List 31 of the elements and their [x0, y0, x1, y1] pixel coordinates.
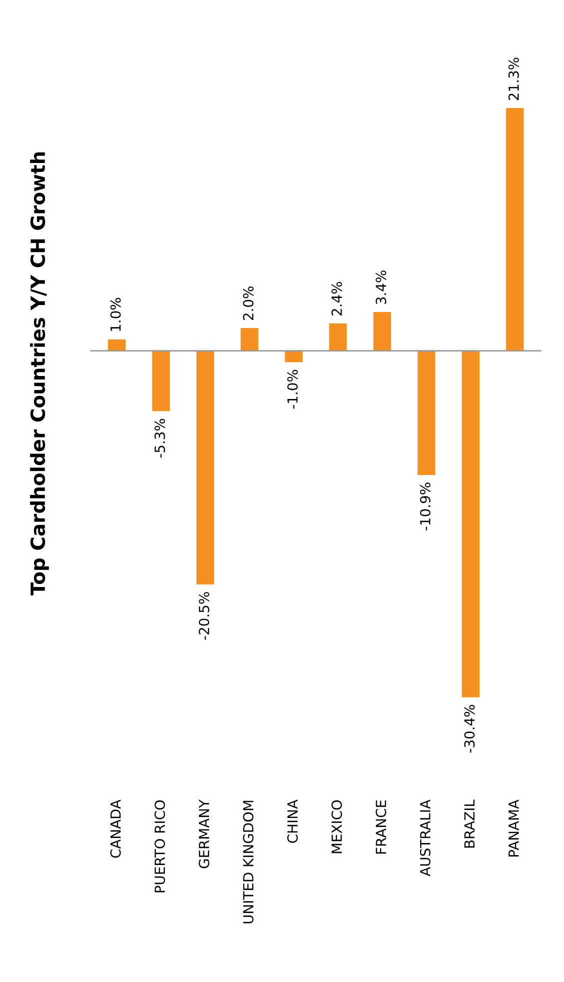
data-label: 1.0% [110, 298, 121, 331]
bar [418, 350, 436, 475]
data-label: -20.5% [198, 592, 210, 640]
x-tick-label: PUERTO RICO [154, 800, 166, 892]
x-tick-label: FRANCE [376, 800, 386, 854]
data-label: -10.9% [420, 482, 430, 530]
data-label: 2.0% [243, 286, 254, 320]
x-tick-label: CHINA [287, 800, 298, 843]
bar [240, 328, 258, 351]
x-tick-label: BRAZIL [464, 800, 474, 848]
x-tick-label: GERMANY [198, 799, 210, 868]
bar [152, 350, 170, 412]
data-label: -1.0% [287, 370, 298, 409]
x-tick-label: UNITED KINGDOM [243, 800, 254, 924]
x-tick-label: MEXICO [331, 800, 342, 854]
text: Top Cardholder Countries Y/Y CH Growth [30, 152, 49, 596]
data-label: 2.4% [331, 282, 342, 316]
data-label: -30.4% [464, 704, 475, 753]
data-label: 21.3% [508, 58, 519, 100]
bar [108, 339, 126, 351]
x-tick-label: PANAMA [508, 800, 519, 856]
bar [284, 350, 303, 362]
bar [329, 323, 347, 351]
bar [373, 312, 392, 351]
bar [462, 350, 480, 698]
bar [506, 108, 524, 351]
bar [196, 350, 214, 584]
x-tick-label: CANADA [110, 800, 121, 858]
x-tick-label: AUSTRALIA [420, 800, 430, 876]
data-label: -5.3% [154, 418, 166, 458]
data-label: 3.4% [376, 270, 386, 304]
